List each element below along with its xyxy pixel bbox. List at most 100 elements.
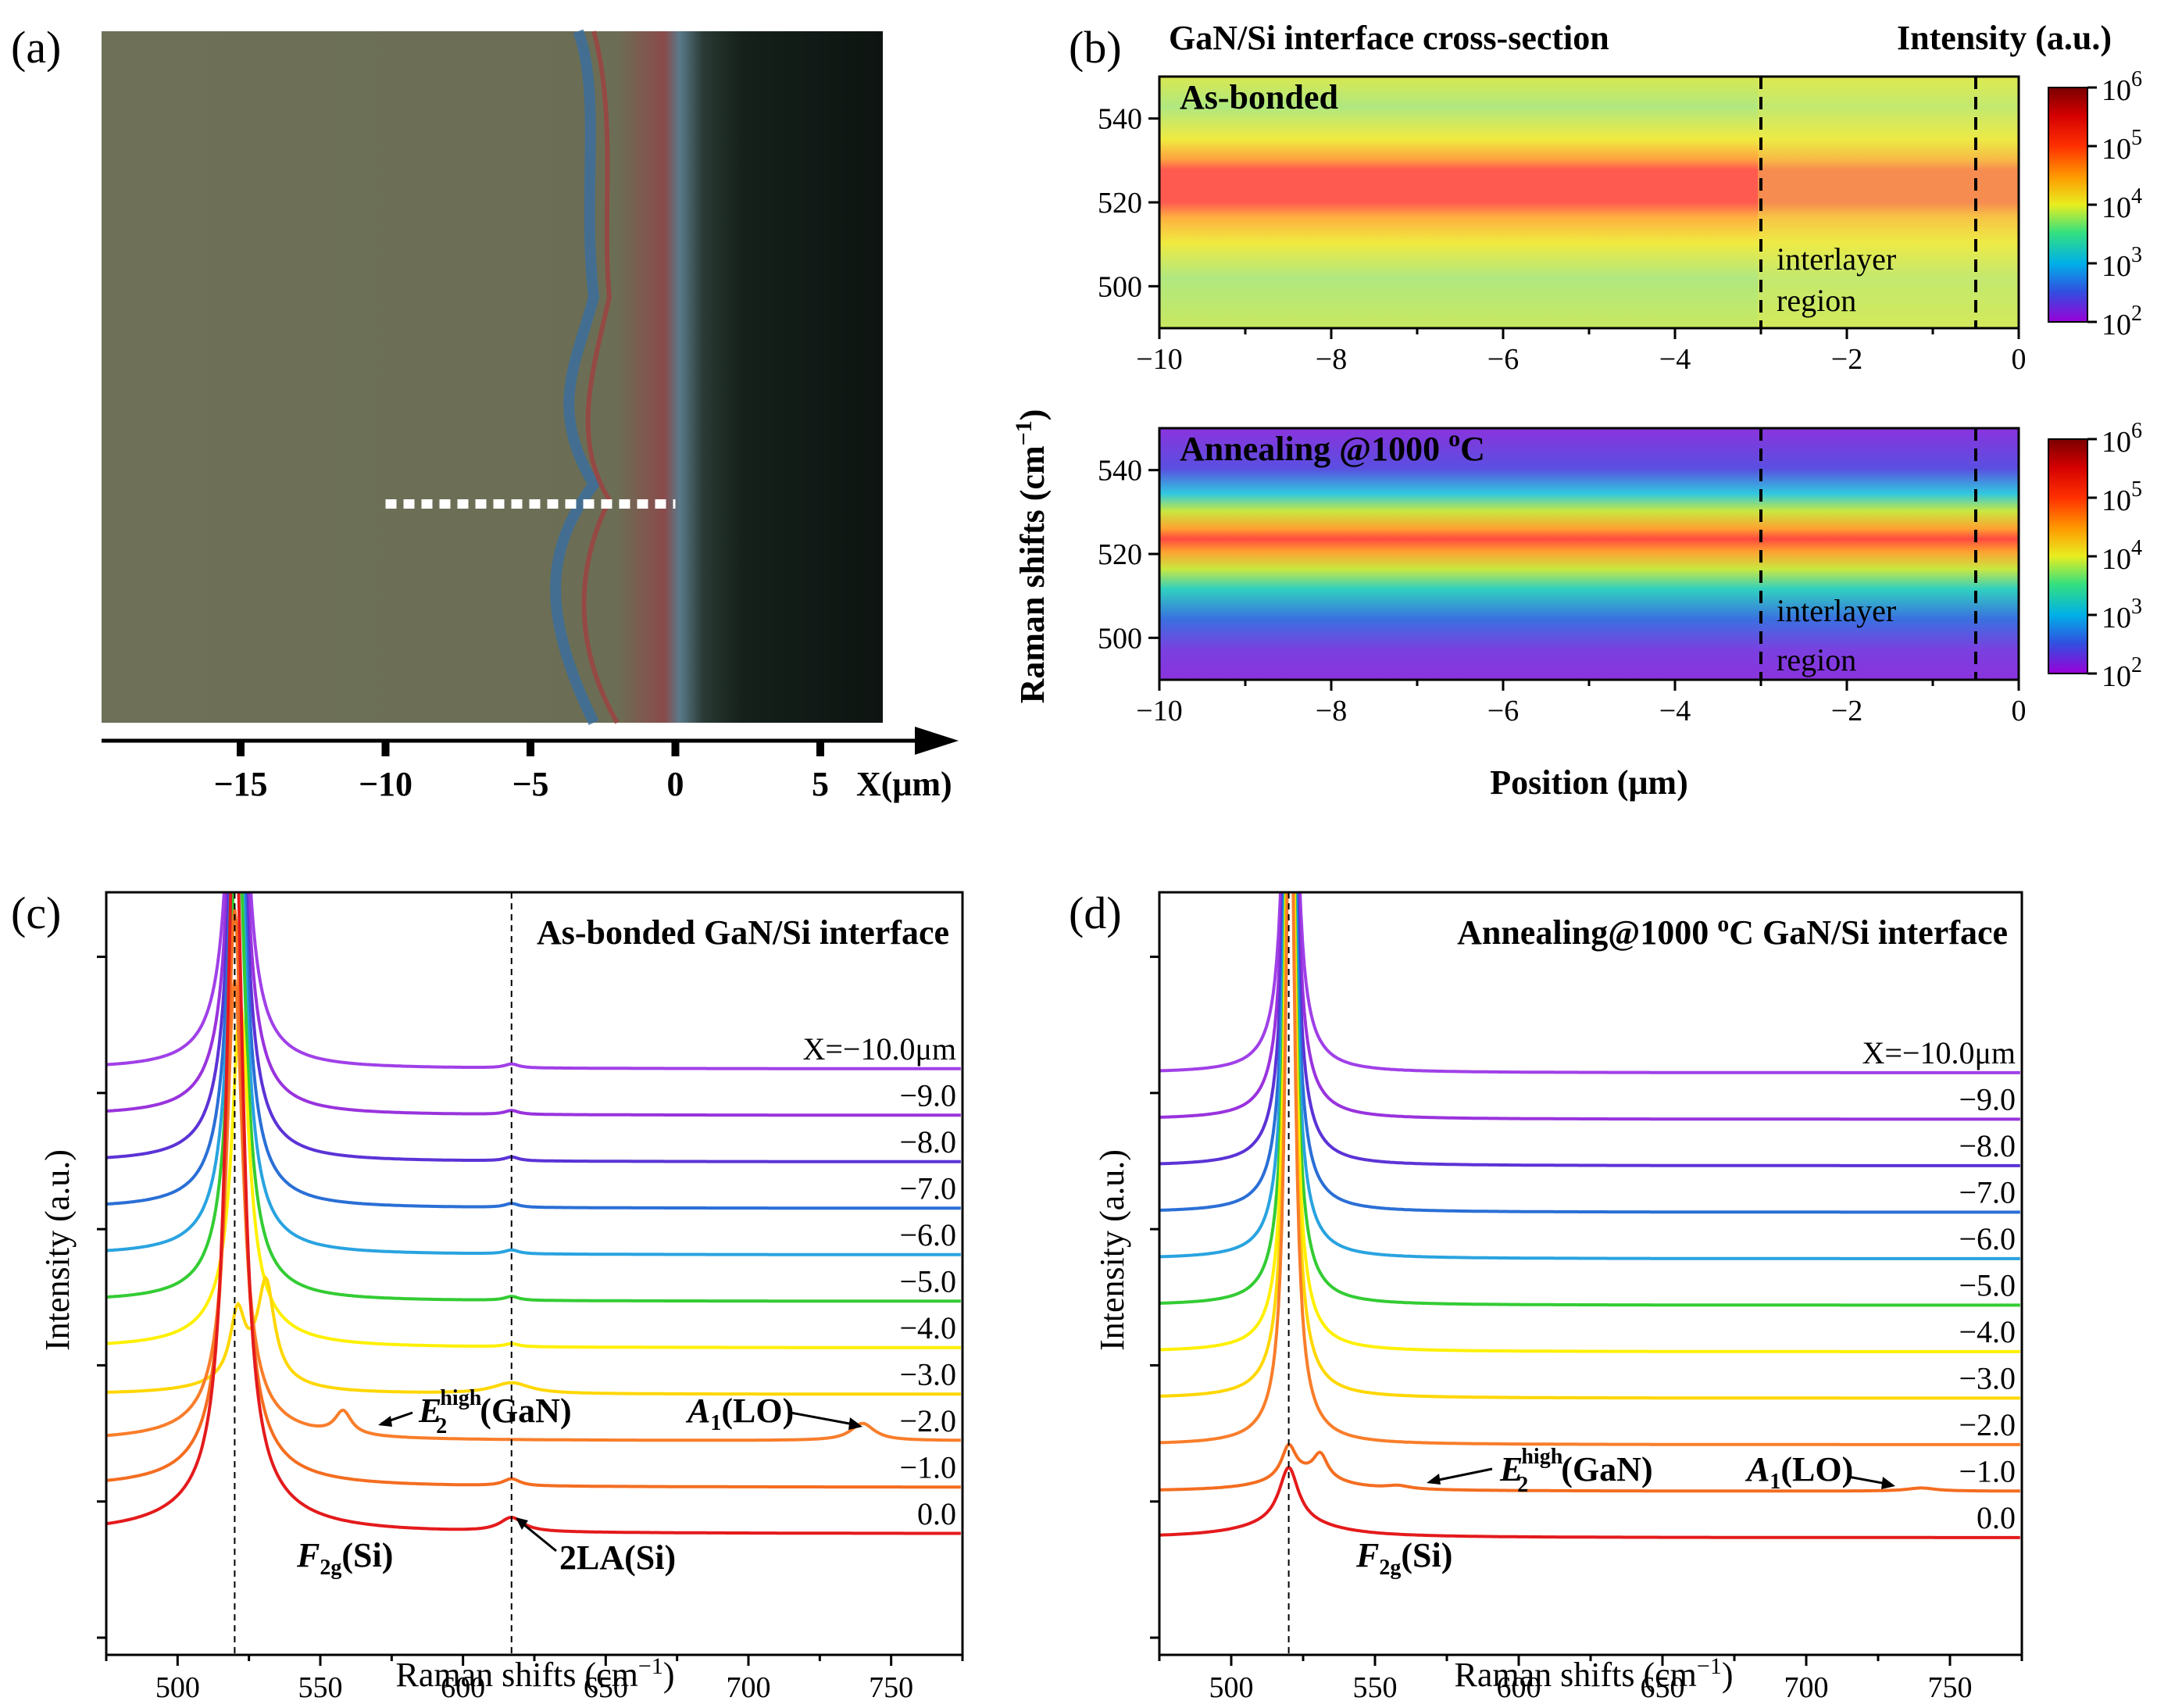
plot-d-x-label-close: ) [1722,1656,1734,1694]
interlayer-label-1: interlayer [1777,241,1896,277]
plot-c-a1-arrowhead [848,1417,862,1430]
spectrum-line [1159,892,2020,1214]
colorbar-tick-base: 10 [2102,250,2131,283]
interlayer-label-4: region [1777,642,1856,677]
colorbar-tick-base: 10 [2102,660,2131,693]
heatmap-x-tick-label: −4 [1659,343,1691,376]
x-tick-label: 700 [1784,1671,1829,1704]
spectrum-line [106,892,961,1070]
x-axis-a-arrowhead [915,727,959,755]
x-axis-a-tick-label: −5 [512,765,548,803]
x-tick-label: 500 [1209,1671,1254,1704]
x-tick-label: 550 [298,1671,343,1704]
plot-d-a1-arrowhead [1881,1477,1895,1489]
x-tick-label: 500 [155,1671,200,1704]
series-label: −5.0 [1959,1268,2016,1303]
panel-label-b: (b) [1069,22,1122,73]
interlayer-label-3: interlayer [1777,593,1896,628]
colorbar-tick-exponent: 2 [2131,653,2142,677]
x-axis-a-tick-label: −10 [359,765,412,803]
heatmap-y-tick-label: 520 [1098,187,1142,220]
colorbar-tick-label: 103 [2102,595,2142,634]
x-axis-a: −15 −10 −5 0 5 X(μm) [102,727,959,803]
colorbar-tick-label: 104 [2102,184,2142,224]
plot-c-e2-tail: (GaN) [480,1392,571,1430]
colorbar-tick-base: 10 [2102,74,2131,107]
plot-c-e2-main: E [418,1392,441,1430]
plot-d-e2-arrowhead [1427,1474,1441,1485]
series-label: −7.0 [1959,1175,2016,1210]
series-label: −4.0 [899,1310,956,1345]
x-axis-a-label: X(μm) [856,765,952,803]
heatmap-y-label-text: Raman shifts (cm [1013,445,1052,703]
heatmap-y-tick-label: 540 [1098,455,1142,488]
spectrum-line [1159,1442,2020,1493]
plot-c-f2g-sub: 2g [320,1556,341,1580]
heatmap-y-tick-label: 540 [1098,103,1142,136]
plot-c-e2-sup: high [440,1386,481,1410]
spectrum-line [1159,892,2020,1353]
spectra-plot-c: X=−10.0μm −9.0 −8.0 −7.0 −6.0 −5.0 −4.0 −3.0 −2.… [97,891,964,1704]
plot-d-e2-sub: 2 [1517,1473,1528,1497]
series-label: −7.0 [899,1171,956,1206]
x-tick-label: 750 [869,1671,913,1704]
colorbar-tick-label: 102 [2102,302,2142,341]
panel-a: (a) −15 −10 −5 0 5 X(μm) [11,22,959,803]
colorbar-tick-exponent: 5 [2131,477,2142,502]
panel-b: (b) GaN/Si interface cross-section Inten… [1011,19,2142,802]
colorbar-tick-exponent: 4 [2131,184,2142,209]
series-label: X=−10.0μm [1862,1035,2016,1070]
heatmap-x-tick-label: −10 [1136,343,1182,376]
x-axis-a-tick-label: 5 [812,765,829,803]
plot-d-x-label: Raman shifts (cm−1) [1455,1653,1734,1694]
colorbar-tick-exponent: 6 [2131,419,2142,443]
spectrum-line [106,1274,961,1396]
plot-c-a1-label: A1(LO) [685,1392,794,1435]
colorbar-tick-base: 10 [2102,484,2131,517]
spectrum-line [1159,892,2020,1260]
plot-d-e2-label: Ehigh 2 (GaN) [1499,1445,1653,1497]
heatmap-as-bonded-field [1159,77,2019,328]
plot-d-x-label-text: Raman shifts (cm [1455,1656,1697,1694]
colorbar-tick-exponent: 3 [2131,595,2142,619]
plot-d-title-sup: o [1717,911,1729,937]
heatmap-title: GaN/Si interface cross-section [1169,19,1609,57]
panel-label-d: (d) [1069,888,1122,938]
plot-d-e2-sup: high [1521,1445,1562,1469]
series-label: −5.0 [899,1264,956,1299]
spectrum-line [106,892,961,1256]
plot-d-a1-tail: (LO) [1780,1450,1853,1488]
x-tick-label: 750 [1928,1671,1973,1704]
series-label: −9.0 [1959,1082,2016,1117]
heatmap-x-tick-label: 0 [2012,343,2027,376]
heatmap-axes: −10 −8 −6 −4 −2 0 500 520 540 −10 −8 −6 −4 −2 0 500 520 5… [1098,75,2027,727]
heatmap-x-tick-label: −8 [1316,343,1347,376]
plot-c-x-label-sup: −1 [638,1653,663,1679]
colorbar-title: Intensity (a.u.) [1897,19,2112,57]
colorbar-tick-exponent: 5 [2131,126,2142,150]
series-label: 0.0 [917,1496,956,1531]
plot-c-x-label-close: ) [663,1656,675,1694]
map-label-annealed-end: C [1460,430,1485,468]
spectrum-line [106,999,961,1349]
plot-d-x-label-sup: −1 [1697,1653,1722,1679]
spectrum-line [106,892,961,1535]
plot-d-a1-sub: 1 [1770,1470,1780,1494]
heatmap-x-tick-label: −6 [1487,695,1519,727]
panel-label-a: (a) [11,22,61,73]
panel-d: (d) X=−10.0μm −9.0 −8.0 −7.0 −6.0 −5.0 −4.0 −3.… [1069,888,2023,1704]
heatmap-x-tick-label: −4 [1659,695,1691,727]
heatmap-x-tick-label: −2 [1831,695,1862,727]
colorbar-bottom [2048,438,2088,674]
plot-c-a1-arrow [790,1411,859,1427]
plot-d-title-pre: Annealing@1000 [1457,913,1717,952]
colorbar-tick-base: 10 [2102,309,2131,341]
x-tick-label: 550 [1353,1671,1398,1704]
series-label: X=−10.0μm [802,1031,956,1067]
colorbar-tick-label: 105 [2102,477,2142,517]
spectrum-line [1159,1465,2020,1539]
map-label-annealed-sup: o [1448,426,1460,452]
colorbar-tick-base: 10 [2102,426,2131,459]
spectrum-line [106,892,961,1210]
